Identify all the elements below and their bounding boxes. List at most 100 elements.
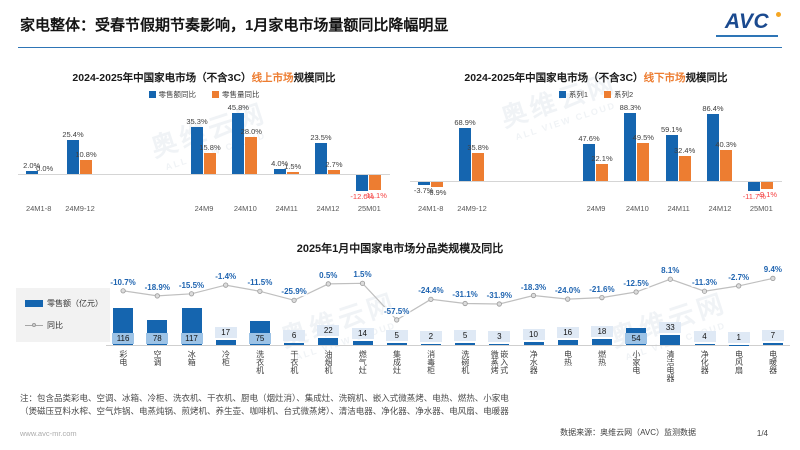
retail-bar: [455, 343, 476, 345]
retail-bar: [215, 339, 236, 345]
bar-series2: [595, 163, 608, 181]
footer-url: www.avc-mr.com: [20, 429, 77, 438]
bar-value-label: 54: [625, 333, 648, 344]
retail-bar: [284, 343, 305, 345]
x-axis-label: 24M10: [625, 204, 649, 213]
yoy-label: -11.3%: [691, 278, 718, 288]
yoy-label: -11.5%: [246, 278, 274, 288]
category-chart-legend: 零售额（亿元） 同比: [16, 288, 110, 342]
legend-swatch-bar: [25, 300, 43, 307]
bar-value-label: -11.1%: [363, 190, 387, 200]
line-marker: [599, 294, 605, 301]
category-chart-plot: 116 -10.7% 彩电 78 -18.9% 空调 117 -15.5% 冰箱 17 -1.4% 冷…: [106, 258, 790, 390]
yoy-label: -31.9%: [485, 290, 513, 300]
bar-value-label: 59.1%: [661, 125, 683, 135]
legend-swatch-line: [25, 323, 43, 327]
avc-logo-text: AVC: [724, 10, 770, 33]
bar-value-label: 2.7%: [325, 160, 343, 170]
bar-value-label: 10.8%: [75, 149, 97, 159]
bar-group: 35.3% 15.8% 24M9: [183, 102, 224, 216]
line-marker: [154, 293, 160, 299]
bar-series1: [356, 175, 369, 191]
legend-item: 零售额（亿元）: [25, 298, 104, 309]
x-axis-label: 24M9-12: [65, 204, 95, 213]
x-axis-line: [106, 345, 790, 346]
legend-swatch-blue: [558, 91, 566, 98]
category-label: 消毒柜: [426, 350, 436, 374]
bar-value-label: 32.4%: [674, 146, 696, 156]
offline-chart-title: 2024-2025年中国家电市场（不含3C）线下市场规模同比: [464, 72, 728, 84]
category-label: 净水器: [529, 350, 539, 374]
bar-value-label: 17: [214, 326, 237, 338]
category-label: 嵌入式 微蒸烤: [490, 350, 509, 374]
category-label: 电热: [563, 350, 573, 366]
line-marker: [394, 317, 400, 323]
legend-item: 同比: [25, 320, 104, 331]
footer-data-source: 数据来源：奥维云网（AVC）监测数据: [560, 428, 696, 437]
category-label: 冷柜: [221, 350, 231, 366]
yoy-label: -18.3%: [519, 282, 548, 292]
category-label: 集成灶: [392, 350, 402, 374]
axis-gap: [101, 102, 184, 216]
x-axis-label: 24M11: [275, 204, 298, 213]
bar-series1: [582, 144, 595, 181]
legend-item: 系列1: [558, 89, 588, 100]
x-axis-label: 24M12: [708, 204, 732, 213]
category-label: 冰箱: [187, 350, 197, 366]
retail-bar: [420, 344, 441, 345]
line-marker: [565, 296, 571, 302]
bar-group: 59.1% 32.4% 24M11: [658, 102, 699, 216]
legend-label: 零售量同比: [222, 90, 260, 99]
line-marker: [359, 280, 366, 286]
online-market-chart: 2024-2025年中国家电市场（不含3C）线上市场规模同比 零售额同比 零售量…: [18, 70, 390, 216]
bar-group: 45.8% 28.0% 24M10: [225, 102, 266, 216]
legend-item: 零售量同比: [212, 89, 260, 100]
x-axis-label: 24M9-12: [457, 204, 487, 213]
retail-bar: [557, 339, 578, 345]
category-label: 清洁电器: [666, 350, 676, 382]
bar-group: 86.4% 40.3% 24M12: [699, 102, 740, 216]
bar-group: 88.3% 49.5% 24M10: [617, 102, 658, 216]
category-label: 小家电: [631, 350, 641, 374]
bar-group: 2.0% 0.0% 24M1-8: [18, 102, 59, 216]
bar-series2: [286, 172, 299, 174]
category-label: 燃气灶: [358, 350, 368, 374]
online-chart-title: 2024-2025年中国家电市场（不含3C）线上市场规模同比: [72, 72, 336, 84]
yoy-label: -24.4%: [417, 286, 445, 296]
bar-value-label: 49.5%: [632, 132, 654, 142]
category-label: 洗衣机: [255, 350, 265, 374]
header-divider: [18, 47, 782, 48]
x-axis-line: [18, 174, 390, 175]
bar-value-label: 68.9%: [454, 117, 476, 127]
footnote: 注：包含品类彩电、空调、冰箱、冷柜、洗衣机、干衣机、厨电（烟灶消）、集成灶、洗碗…: [20, 392, 509, 418]
category-label: 干衣机: [289, 350, 299, 374]
category-label: 彩电: [118, 350, 128, 366]
category-label: 燃热: [597, 350, 607, 366]
bar-value-label: 4: [693, 330, 716, 342]
bar-value-label: 25.4%: [62, 130, 84, 140]
yoy-label: 8.1%: [660, 266, 681, 276]
page-title: 家电整体：受春节假期节奏影响，1月家电市场量额同比降幅明显: [20, 17, 449, 34]
bar-value-label: 4.0%: [271, 158, 289, 168]
retail-bar: [386, 343, 407, 345]
yoy-label: -24.0%: [554, 286, 582, 296]
bar-series2: [637, 142, 650, 181]
bar-value-label: 88.3%: [619, 103, 641, 112]
logo-underline: [716, 35, 778, 37]
bar-value-label: 33: [659, 321, 682, 333]
bar-group: -11.7% -9.1% 25M01: [741, 102, 782, 216]
bar-series1: [748, 181, 761, 191]
legend-line-marker: [32, 323, 36, 327]
yoy-label: 9.4%: [762, 265, 784, 275]
category-label: 净化器: [700, 350, 710, 374]
line-marker: [462, 300, 468, 307]
yoy-label: -12.5%: [622, 278, 650, 288]
category-chart: 零售额（亿元） 同比 116 -10.7% 彩电 78 -18.9% 空调 117 -15.5…: [0, 258, 800, 390]
yoy-label: -15.5%: [177, 280, 206, 290]
bar-series1: [66, 140, 79, 174]
logo-dot-icon: [776, 12, 781, 17]
bar-value-label: 22: [317, 325, 340, 337]
category-label: 空调: [153, 350, 163, 366]
bar-value-label: 18: [590, 326, 613, 338]
footer-page-number: 1/4: [756, 429, 768, 438]
